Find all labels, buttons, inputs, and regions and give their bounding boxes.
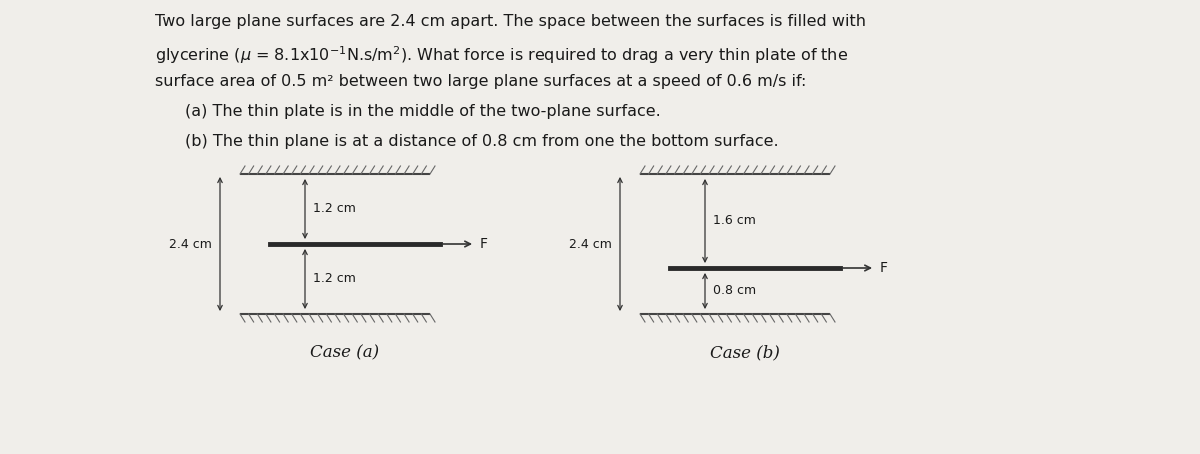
Text: (a) The thin plate is in the middle of the two-plane surface.: (a) The thin plate is in the middle of t… [185,104,661,119]
Text: 2.4 cm: 2.4 cm [169,237,212,251]
Text: Two large plane surfaces are 2.4 cm apart. The space between the surfaces is fil: Two large plane surfaces are 2.4 cm apar… [155,14,866,29]
Text: surface area of 0.5 m² between two large plane surfaces at a speed of 0.6 m/s if: surface area of 0.5 m² between two large… [155,74,806,89]
Text: 0.8 cm: 0.8 cm [713,285,756,297]
Text: (b) The thin plane is at a distance of 0.8 cm from one the bottom surface.: (b) The thin plane is at a distance of 0… [185,134,779,149]
Text: 1.6 cm: 1.6 cm [713,214,756,227]
Text: Case (b): Case (b) [710,344,780,361]
Text: glycerine ($\mu$ = 8.1x10$^{-1}$N.s/m$^{2}$). What force is required to drag a v: glycerine ($\mu$ = 8.1x10$^{-1}$N.s/m$^{… [155,44,848,66]
Text: F: F [880,261,888,275]
Text: F: F [480,237,488,251]
Text: Case (a): Case (a) [311,344,379,361]
Text: 2.4 cm: 2.4 cm [569,237,612,251]
Text: 1.2 cm: 1.2 cm [313,202,356,216]
Text: 1.2 cm: 1.2 cm [313,272,356,286]
